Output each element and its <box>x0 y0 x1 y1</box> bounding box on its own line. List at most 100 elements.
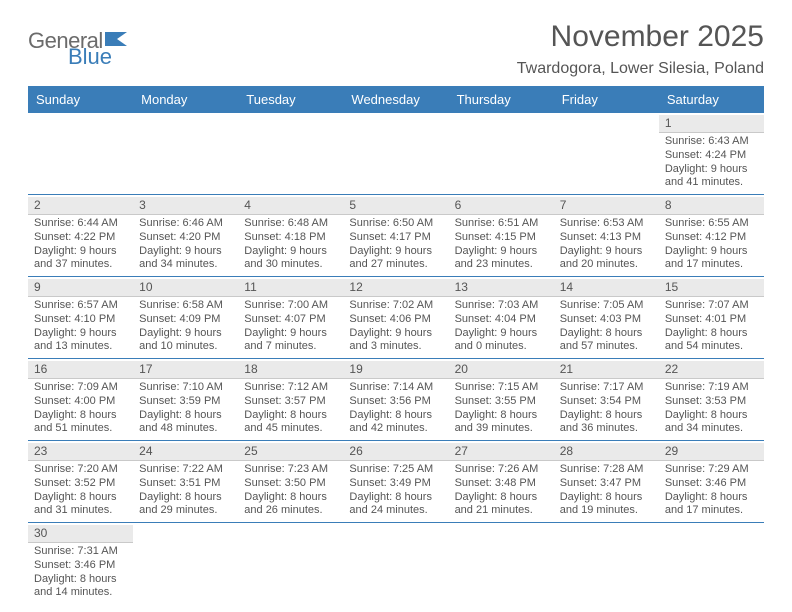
sun-info: and 3 minutes. <box>349 340 442 354</box>
sun-info: Sunrise: 7:05 AM <box>560 299 653 313</box>
sun-info: Sunrise: 6:50 AM <box>349 217 442 231</box>
sun-info: Daylight: 9 hours <box>349 327 442 341</box>
calendar-cell-empty <box>449 523 554 604</box>
calendar-cell: 21Sunrise: 7:17 AMSunset: 3:54 PMDayligh… <box>554 359 659 441</box>
sun-info: Daylight: 8 hours <box>349 491 442 505</box>
sun-info: and 51 minutes. <box>34 422 127 436</box>
sun-info: Daylight: 8 hours <box>34 573 127 587</box>
day-number: 10 <box>133 279 238 297</box>
day-number: 30 <box>28 525 133 543</box>
calendar-cell: 2Sunrise: 6:44 AMSunset: 4:22 PMDaylight… <box>28 195 133 277</box>
sun-info: Daylight: 8 hours <box>455 491 548 505</box>
sun-info: Daylight: 8 hours <box>560 491 653 505</box>
sun-info: Sunrise: 7:12 AM <box>244 381 337 395</box>
sun-info: Daylight: 9 hours <box>34 327 127 341</box>
sun-info: Daylight: 9 hours <box>560 245 653 259</box>
day-number: 6 <box>449 197 554 215</box>
sun-info: Sunset: 4:09 PM <box>139 313 232 327</box>
sun-info: and 31 minutes. <box>34 504 127 518</box>
calendar-cell: 1Sunrise: 6:43 AMSunset: 4:24 PMDaylight… <box>659 113 764 195</box>
sun-info: Sunrise: 7:19 AM <box>665 381 758 395</box>
sun-info: Daylight: 9 hours <box>455 245 548 259</box>
sun-info: Sunset: 4:24 PM <box>665 149 758 163</box>
calendar-cell-empty <box>238 523 343 604</box>
day-number: 28 <box>554 443 659 461</box>
weekday-header: Friday <box>554 86 659 113</box>
day-number: 4 <box>238 197 343 215</box>
sun-info: Daylight: 9 hours <box>455 327 548 341</box>
day-number: 9 <box>28 279 133 297</box>
sun-info: Daylight: 8 hours <box>665 491 758 505</box>
sun-info: Sunset: 3:52 PM <box>34 477 127 491</box>
sun-info: Sunset: 3:56 PM <box>349 395 442 409</box>
day-number: 25 <box>238 443 343 461</box>
calendar-cell-empty <box>343 523 448 604</box>
calendar-cell: 17Sunrise: 7:10 AMSunset: 3:59 PMDayligh… <box>133 359 238 441</box>
day-number: 2 <box>28 197 133 215</box>
sun-info: Daylight: 9 hours <box>244 327 337 341</box>
sun-info: Sunset: 4:07 PM <box>244 313 337 327</box>
calendar-cell-empty <box>238 113 343 195</box>
weekday-header: Wednesday <box>343 86 448 113</box>
sun-info: Sunrise: 7:23 AM <box>244 463 337 477</box>
sun-info: Sunset: 4:22 PM <box>34 231 127 245</box>
sun-info: Sunset: 3:50 PM <box>244 477 337 491</box>
sun-info: Sunset: 3:51 PM <box>139 477 232 491</box>
sun-info: Daylight: 8 hours <box>455 409 548 423</box>
sun-info: and 42 minutes. <box>349 422 442 436</box>
sun-info: Sunrise: 7:03 AM <box>455 299 548 313</box>
sun-info: and 17 minutes. <box>665 504 758 518</box>
sun-info: Sunrise: 7:28 AM <box>560 463 653 477</box>
sun-info: Sunrise: 6:51 AM <box>455 217 548 231</box>
sun-info: Sunrise: 7:00 AM <box>244 299 337 313</box>
day-number: 26 <box>343 443 448 461</box>
sun-info: and 7 minutes. <box>244 340 337 354</box>
sun-info: and 41 minutes. <box>665 176 758 190</box>
day-number: 23 <box>28 443 133 461</box>
calendar-cell-empty <box>449 113 554 195</box>
day-number: 22 <box>659 361 764 379</box>
calendar-cell: 10Sunrise: 6:58 AMSunset: 4:09 PMDayligh… <box>133 277 238 359</box>
sun-info: and 10 minutes. <box>139 340 232 354</box>
calendar-cell: 26Sunrise: 7:25 AMSunset: 3:49 PMDayligh… <box>343 441 448 523</box>
sun-info: Sunset: 3:57 PM <box>244 395 337 409</box>
day-number: 20 <box>449 361 554 379</box>
calendar-cell: 5Sunrise: 6:50 AMSunset: 4:17 PMDaylight… <box>343 195 448 277</box>
sun-info: Sunset: 3:46 PM <box>665 477 758 491</box>
calendar-cell: 30Sunrise: 7:31 AMSunset: 3:46 PMDayligh… <box>28 523 133 604</box>
sun-info: Sunset: 3:46 PM <box>34 559 127 573</box>
sun-info: Sunset: 4:10 PM <box>34 313 127 327</box>
calendar-cell-empty <box>554 523 659 604</box>
sun-info: Sunset: 4:00 PM <box>34 395 127 409</box>
sun-info: and 20 minutes. <box>560 258 653 272</box>
sun-info: and 27 minutes. <box>349 258 442 272</box>
sun-info: and 29 minutes. <box>139 504 232 518</box>
calendar-cell: 12Sunrise: 7:02 AMSunset: 4:06 PMDayligh… <box>343 277 448 359</box>
day-number: 5 <box>343 197 448 215</box>
sun-info: Sunset: 3:48 PM <box>455 477 548 491</box>
sun-info: Sunset: 4:04 PM <box>455 313 548 327</box>
sun-info: Daylight: 9 hours <box>139 245 232 259</box>
day-number: 21 <box>554 361 659 379</box>
calendar-cell: 25Sunrise: 7:23 AMSunset: 3:50 PMDayligh… <box>238 441 343 523</box>
sun-info: and 45 minutes. <box>244 422 337 436</box>
sun-info: and 21 minutes. <box>455 504 548 518</box>
sun-info: and 54 minutes. <box>665 340 758 354</box>
calendar-cell: 23Sunrise: 7:20 AMSunset: 3:52 PMDayligh… <box>28 441 133 523</box>
calendar-cell: 9Sunrise: 6:57 AMSunset: 4:10 PMDaylight… <box>28 277 133 359</box>
calendar-cell: 18Sunrise: 7:12 AMSunset: 3:57 PMDayligh… <box>238 359 343 441</box>
day-number: 19 <box>343 361 448 379</box>
sun-info: Sunrise: 6:48 AM <box>244 217 337 231</box>
sun-info: Sunrise: 7:20 AM <box>34 463 127 477</box>
sun-info: Sunset: 4:20 PM <box>139 231 232 245</box>
calendar-cell: 8Sunrise: 6:55 AMSunset: 4:12 PMDaylight… <box>659 195 764 277</box>
sun-info: Daylight: 9 hours <box>139 327 232 341</box>
sun-info: Sunset: 4:06 PM <box>349 313 442 327</box>
sun-info: Sunrise: 6:43 AM <box>665 135 758 149</box>
sun-info: Sunrise: 7:02 AM <box>349 299 442 313</box>
sun-info: and 0 minutes. <box>455 340 548 354</box>
sun-info: Sunset: 4:15 PM <box>455 231 548 245</box>
calendar-grid: SundayMondayTuesdayWednesdayThursdayFrid… <box>28 86 764 604</box>
day-number: 16 <box>28 361 133 379</box>
calendar-cell: 24Sunrise: 7:22 AMSunset: 3:51 PMDayligh… <box>133 441 238 523</box>
